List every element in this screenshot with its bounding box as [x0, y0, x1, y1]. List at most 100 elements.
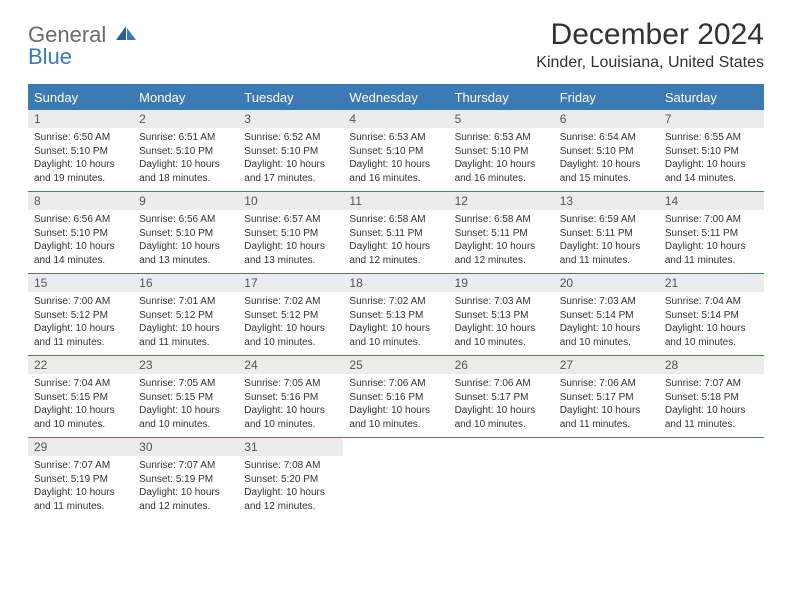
calendar-cell: 25Sunrise: 7:06 AMSunset: 5:16 PMDayligh…	[343, 356, 448, 438]
day-line: Sunrise: 7:04 AM	[34, 377, 127, 391]
day-line: Sunrise: 6:53 AM	[349, 131, 442, 145]
day-body: Sunrise: 6:56 AMSunset: 5:10 PMDaylight:…	[133, 210, 238, 271]
calendar-cell: 23Sunrise: 7:05 AMSunset: 5:15 PMDayligh…	[133, 356, 238, 438]
day-line: and 10 minutes.	[455, 418, 548, 432]
day-line: Daylight: 10 hours	[349, 322, 442, 336]
day-line: Sunset: 5:12 PM	[34, 309, 127, 323]
day-body: Sunrise: 7:06 AMSunset: 5:16 PMDaylight:…	[343, 374, 448, 435]
day-line: Sunrise: 7:05 AM	[244, 377, 337, 391]
day-number: 15	[28, 274, 133, 292]
day-line: and 19 minutes.	[34, 172, 127, 186]
day-body: Sunrise: 6:58 AMSunset: 5:11 PMDaylight:…	[343, 210, 448, 271]
day-line: Sunset: 5:11 PM	[349, 227, 442, 241]
day-line: and 12 minutes.	[349, 254, 442, 268]
day-line: Sunset: 5:16 PM	[349, 391, 442, 405]
day-line: and 16 minutes.	[455, 172, 548, 186]
day-line: Daylight: 10 hours	[244, 158, 337, 172]
calendar-cell	[343, 438, 448, 520]
calendar-cell: 2Sunrise: 6:51 AMSunset: 5:10 PMDaylight…	[133, 110, 238, 192]
day-body: Sunrise: 7:07 AMSunset: 5:19 PMDaylight:…	[133, 456, 238, 517]
day-line: Daylight: 10 hours	[34, 486, 127, 500]
day-body: Sunrise: 7:01 AMSunset: 5:12 PMDaylight:…	[133, 292, 238, 353]
calendar-cell: 27Sunrise: 7:06 AMSunset: 5:17 PMDayligh…	[554, 356, 659, 438]
day-line: Sunset: 5:10 PM	[34, 145, 127, 159]
day-line: Daylight: 10 hours	[34, 404, 127, 418]
day-line: and 12 minutes.	[244, 500, 337, 514]
day-line: and 10 minutes.	[665, 336, 758, 350]
day-line: Daylight: 10 hours	[665, 240, 758, 254]
day-line: and 11 minutes.	[665, 418, 758, 432]
day-line: Sunrise: 7:01 AM	[139, 295, 232, 309]
day-line: and 10 minutes.	[34, 418, 127, 432]
day-line: Daylight: 10 hours	[349, 240, 442, 254]
day-line: Sunset: 5:13 PM	[349, 309, 442, 323]
day-number: 26	[449, 356, 554, 374]
day-number: 8	[28, 192, 133, 210]
calendar-cell: 24Sunrise: 7:05 AMSunset: 5:16 PMDayligh…	[238, 356, 343, 438]
day-body: Sunrise: 6:53 AMSunset: 5:10 PMDaylight:…	[343, 128, 448, 189]
day-line: Sunrise: 7:07 AM	[665, 377, 758, 391]
day-header: Monday	[133, 85, 238, 110]
calendar-cell: 11Sunrise: 6:58 AMSunset: 5:11 PMDayligh…	[343, 192, 448, 274]
day-body: Sunrise: 7:04 AMSunset: 5:14 PMDaylight:…	[659, 292, 764, 353]
day-number: 9	[133, 192, 238, 210]
day-number: 13	[554, 192, 659, 210]
calendar-week-row: 22Sunrise: 7:04 AMSunset: 5:15 PMDayligh…	[28, 356, 764, 438]
day-line: Sunrise: 6:56 AM	[34, 213, 127, 227]
day-body: Sunrise: 7:06 AMSunset: 5:17 PMDaylight:…	[449, 374, 554, 435]
day-line: Daylight: 10 hours	[560, 322, 653, 336]
calendar-week-row: 15Sunrise: 7:00 AMSunset: 5:12 PMDayligh…	[28, 274, 764, 356]
day-line: Sunrise: 7:00 AM	[34, 295, 127, 309]
day-number: 11	[343, 192, 448, 210]
day-body: Sunrise: 7:00 AMSunset: 5:12 PMDaylight:…	[28, 292, 133, 353]
day-line: and 16 minutes.	[349, 172, 442, 186]
day-line: and 11 minutes.	[139, 336, 232, 350]
calendar-cell: 5Sunrise: 6:53 AMSunset: 5:10 PMDaylight…	[449, 110, 554, 192]
day-line: and 10 minutes.	[455, 336, 548, 350]
day-line: Sunrise: 7:07 AM	[34, 459, 127, 473]
day-number: 17	[238, 274, 343, 292]
logo: General Blue	[28, 24, 138, 68]
day-body: Sunrise: 6:51 AMSunset: 5:10 PMDaylight:…	[133, 128, 238, 189]
day-line: and 14 minutes.	[665, 172, 758, 186]
day-line: Daylight: 10 hours	[560, 240, 653, 254]
day-line: Sunrise: 7:06 AM	[349, 377, 442, 391]
day-number: 24	[238, 356, 343, 374]
day-body: Sunrise: 6:50 AMSunset: 5:10 PMDaylight:…	[28, 128, 133, 189]
day-line: Sunrise: 7:07 AM	[139, 459, 232, 473]
day-line: and 11 minutes.	[560, 418, 653, 432]
day-line: and 11 minutes.	[560, 254, 653, 268]
day-line: Sunrise: 6:54 AM	[560, 131, 653, 145]
day-number: 18	[343, 274, 448, 292]
day-line: Sunset: 5:19 PM	[34, 473, 127, 487]
day-line: Sunrise: 7:06 AM	[560, 377, 653, 391]
day-line: Sunset: 5:12 PM	[244, 309, 337, 323]
calendar-cell: 9Sunrise: 6:56 AMSunset: 5:10 PMDaylight…	[133, 192, 238, 274]
day-line: Daylight: 10 hours	[349, 404, 442, 418]
day-body: Sunrise: 7:02 AMSunset: 5:13 PMDaylight:…	[343, 292, 448, 353]
day-line: Daylight: 10 hours	[665, 404, 758, 418]
day-line: Sunset: 5:10 PM	[139, 227, 232, 241]
day-line: Daylight: 10 hours	[139, 404, 232, 418]
day-line: Daylight: 10 hours	[244, 322, 337, 336]
calendar-cell: 3Sunrise: 6:52 AMSunset: 5:10 PMDaylight…	[238, 110, 343, 192]
day-line: Sunrise: 6:58 AM	[349, 213, 442, 227]
day-line: and 11 minutes.	[34, 500, 127, 514]
calendar-cell: 19Sunrise: 7:03 AMSunset: 5:13 PMDayligh…	[449, 274, 554, 356]
day-number: 12	[449, 192, 554, 210]
day-line: Sunset: 5:11 PM	[560, 227, 653, 241]
day-body: Sunrise: 6:58 AMSunset: 5:11 PMDaylight:…	[449, 210, 554, 271]
day-body: Sunrise: 6:53 AMSunset: 5:10 PMDaylight:…	[449, 128, 554, 189]
day-line: Sunrise: 6:56 AM	[139, 213, 232, 227]
day-number: 25	[343, 356, 448, 374]
calendar-cell: 29Sunrise: 7:07 AMSunset: 5:19 PMDayligh…	[28, 438, 133, 520]
day-number: 31	[238, 438, 343, 456]
day-number: 28	[659, 356, 764, 374]
day-header: Saturday	[659, 85, 764, 110]
day-number: 19	[449, 274, 554, 292]
day-line: Sunrise: 6:52 AM	[244, 131, 337, 145]
day-line: Sunrise: 6:53 AM	[455, 131, 548, 145]
day-number: 2	[133, 110, 238, 128]
day-line: Sunset: 5:16 PM	[244, 391, 337, 405]
day-line: and 17 minutes.	[244, 172, 337, 186]
